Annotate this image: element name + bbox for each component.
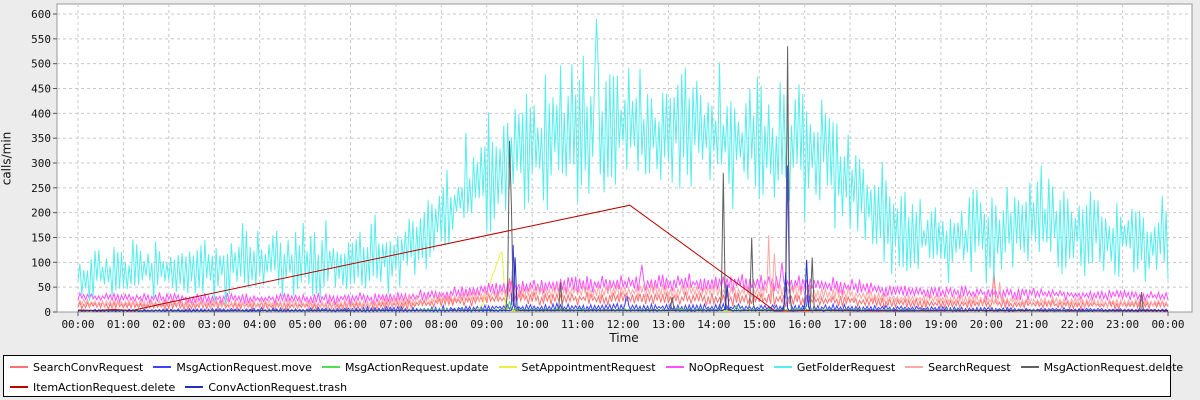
series-line-SearchConvRequest (77, 268, 1169, 313)
legend-swatch-icon (10, 366, 28, 368)
x-tick-label: 19:00 (924, 318, 957, 331)
legend-label: SearchRequest (928, 360, 1011, 374)
plot-area (56, 3, 1193, 313)
x-tick-label: 08:00 (425, 318, 458, 331)
series-line-SearchRequest (77, 234, 1169, 311)
legend-label: MsgActionRequest.move (176, 360, 312, 374)
x-tick-label: 15:00 (743, 318, 776, 331)
x-tick-label: 02:00 (152, 318, 185, 331)
legend-swatch-icon (498, 366, 517, 368)
series-line-MsgActionRequest.move (77, 165, 1169, 314)
y-tick-label: 250 (31, 182, 51, 195)
x-tick-label: 00:00 (61, 318, 94, 331)
x-tick-label: 10:00 (516, 318, 549, 331)
legend-item-NoOpRequest: NoOpRequest (665, 360, 764, 374)
legend-label: MsgActionRequest.update (344, 360, 489, 374)
legend-label: GetFolderRequest (796, 360, 896, 374)
x-tick-label: 14:00 (697, 318, 730, 331)
series-line-NoOpRequest (77, 262, 1169, 306)
y-tick-label: 200 (31, 207, 51, 220)
x-tick-label: 12:00 (606, 318, 639, 331)
legend-label: SetAppointmentRequest (521, 360, 656, 374)
y-tick-label: 300 (31, 157, 51, 170)
y-tick-label: 150 (31, 232, 51, 245)
legend-label: ItemActionRequest.delete (33, 380, 176, 394)
legend-swatch-icon (185, 386, 204, 388)
legend-swatch-icon (153, 366, 172, 368)
x-tick-label: 04:00 (243, 318, 276, 331)
x-tick-label: 17:00 (834, 318, 867, 331)
y-tick-label: 500 (31, 58, 51, 71)
x-tick-label: 09:00 (470, 318, 503, 331)
x-tick-label: 23:00 (1106, 318, 1139, 331)
time-series-chart-canvas: 0 50 100 150 200 250 300 350 400 450 500 550 600 00:0… (31, 3, 1193, 331)
legend-item-GetFolderRequest: GetFolderRequest (773, 360, 896, 374)
x-tick-label: 05:00 (289, 318, 322, 331)
x-tick-label: 11:00 (561, 318, 594, 331)
y-tick-label: 50 (38, 281, 51, 294)
legend-label: SearchConvRequest (33, 360, 144, 374)
x-tick-label: 01:00 (107, 318, 140, 331)
x-tick-label: 20:00 (970, 318, 1003, 331)
legend-item-MsgActionRequest.move: MsgActionRequest.move (153, 361, 312, 374)
x-tick-label: 06:00 (334, 318, 367, 331)
legend-swatch-icon (665, 366, 684, 368)
series-line-ConvActionRequest.trash (77, 257, 1169, 313)
y-tick-label: 550 (31, 33, 51, 46)
x-tick-label: 22:00 (1061, 318, 1094, 331)
x-tick-label: 13:00 (652, 318, 685, 331)
legend-swatch-icon (1020, 366, 1039, 368)
y-tick-label: 100 (31, 256, 51, 269)
legend-swatch-icon (10, 386, 28, 388)
legend-swatch-icon (321, 366, 340, 368)
y-tick-label: 600 (31, 8, 51, 21)
chart-legend: SearchConvRequest MsgActionRequest.move Ms… (3, 355, 1183, 397)
y-tick-label: 350 (31, 132, 51, 145)
legend-item-ConvActionRequest.trash: ConvActionRequest.trash (185, 381, 347, 394)
x-tick-label: 00:00 (1151, 318, 1184, 331)
legend-label: ConvActionRequest.trash (208, 380, 348, 394)
x-tick-label: 07:00 (379, 318, 412, 331)
legend-item-ItemActionRequest.delete: ItemActionRequest.delete (10, 381, 175, 394)
legend-item-SetAppointmentRequest: SetAppointmentRequest (498, 360, 656, 374)
legend-swatch-icon (905, 366, 924, 368)
legend-item-MsgActionRequest.update: MsgActionRequest.update (321, 360, 489, 374)
legend-label: NoOpRequest (688, 360, 764, 374)
legend-row: ItemActionRequest.delete ConvActionReques… (10, 377, 1170, 397)
x-tick-label: 03:00 (198, 318, 231, 331)
legend-label: MsgActionRequest.delete (1043, 360, 1184, 374)
y-tick-label: 400 (31, 107, 51, 120)
y-tick-label: 0 (44, 306, 51, 319)
legend-item-SearchConvRequest: SearchConvRequest (10, 361, 143, 374)
legend-swatch-icon (773, 366, 792, 368)
series-line-GetFolderRequest (77, 18, 1169, 307)
y-tick-label: 450 (31, 83, 51, 96)
x-tick-label: 18:00 (879, 318, 912, 331)
x-axis-title: Time (609, 331, 639, 345)
legend-item-MsgActionRequest.delete: MsgActionRequest.delete (1020, 360, 1184, 374)
x-tick-label: 21:00 (1015, 318, 1048, 331)
legend-item-SearchRequest: SearchRequest (905, 360, 1011, 374)
legend-row: SearchConvRequest MsgActionRequest.move Ms… (10, 357, 1183, 377)
x-tick-label: 16:00 (788, 318, 821, 331)
